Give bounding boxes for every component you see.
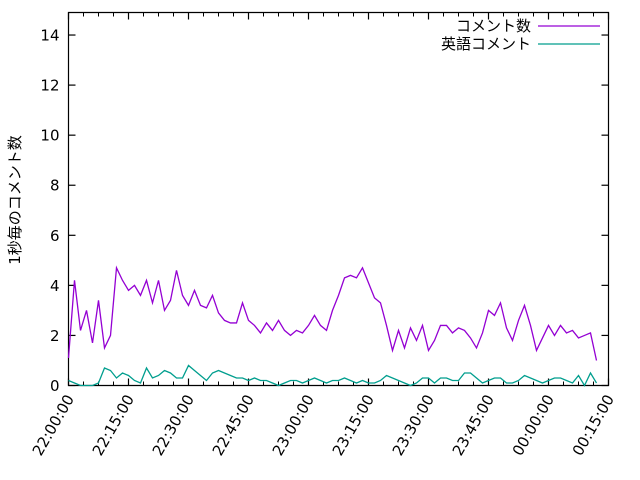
data-series-group	[67, 265, 598, 387]
legend-label-1: コメント数	[456, 17, 531, 35]
y-tick-label: 6	[50, 227, 60, 245]
series-line-2	[68, 364, 598, 387]
legend-label-2: 英語コメント	[441, 35, 531, 53]
y-tick-label: 0	[50, 377, 60, 395]
x-tick-label: 00:15:00	[569, 392, 618, 459]
y-axis-title: 1秒毎のコメント数	[6, 135, 24, 265]
x-tick-label: 22:15:00	[89, 392, 138, 459]
y-tick-label: 4	[50, 277, 60, 295]
x-axis-ticks: 22:00:00 22:15:00 22:30:00 22:45:00 23:00:00…	[29, 12, 618, 459]
x-tick-label: 22:45:00	[209, 392, 258, 459]
x-tick-label: 00:00:00	[509, 392, 558, 459]
y-tick-label: 14	[40, 27, 59, 45]
x-tick-label: 22:30:00	[149, 392, 198, 459]
series-line-1	[67, 265, 598, 361]
x-tick-label: 23:30:00	[389, 392, 438, 459]
y-tick-label: 8	[50, 177, 60, 195]
y-tick-label: 10	[40, 127, 59, 145]
x-tick-label: 23:45:00	[449, 392, 498, 459]
x-tick-label: 23:00:00	[269, 392, 318, 459]
x-tick-label: 23:15:00	[329, 392, 378, 459]
plot-frame	[67, 11, 610, 387]
x-tick-label: 22:00:00	[29, 392, 78, 459]
y-tick-label: 12	[40, 77, 59, 95]
y-tick-label: 2	[50, 327, 60, 345]
y-axis-ticks: 0 2 4 6 8 10 12 14	[40, 27, 609, 395]
